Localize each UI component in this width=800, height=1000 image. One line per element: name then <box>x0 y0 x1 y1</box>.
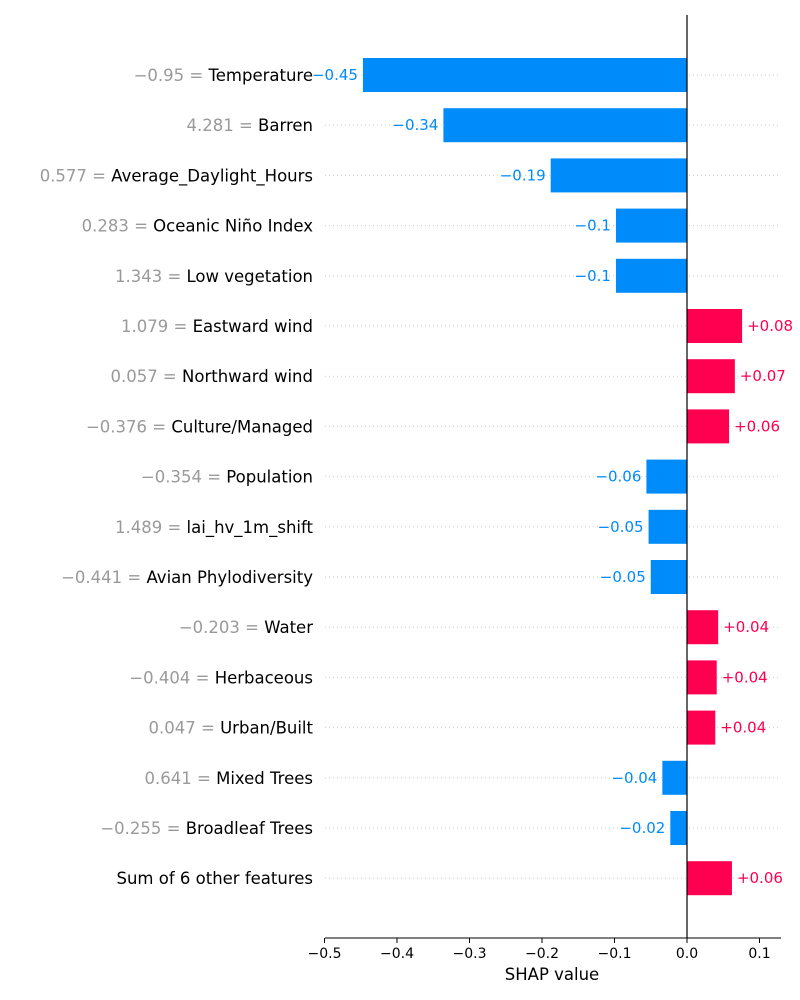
shap-bar <box>615 258 687 293</box>
bar-value-label: +0.08 <box>747 317 793 335</box>
feature-value: 0.047 = <box>149 719 221 738</box>
bar-value-label: −0.1 <box>575 217 611 235</box>
bar-value-label: −0.19 <box>500 166 546 184</box>
feature-value: 1.079 = <box>121 317 193 336</box>
bar-value-label: −0.04 <box>611 769 657 787</box>
feature-name: Culture/Managed <box>171 417 313 436</box>
bar-value-label: −0.34 <box>392 116 438 134</box>
feature-label: 4.281 = Barren <box>186 116 313 135</box>
x-tick-label: −0.3 <box>453 946 487 962</box>
feature-name: Sum of 6 other features <box>116 869 313 888</box>
shap-bar <box>670 811 687 845</box>
x-tick-label: 0.0 <box>676 946 698 962</box>
bar-value-label: −0.1 <box>575 267 611 285</box>
feature-value: 0.283 = <box>82 217 154 236</box>
feature-value: 1.343 = <box>115 267 187 286</box>
x-tick-label: −0.1 <box>598 946 632 962</box>
shap-bar <box>615 208 687 243</box>
gridlines <box>325 74 781 879</box>
feature-label: 0.577 = Average_Daylight_Hours <box>40 166 313 186</box>
bar-value-label: +0.07 <box>740 367 786 385</box>
x-ticks: −0.5 −0.4 −0.3 −0.2 −0.1 0.0 0.1 <box>308 938 771 962</box>
feature-labels: −0.95 = Temperature 4.281 = Barren 0.577 =… <box>40 66 314 888</box>
feature-name: Oceanic Niño Index <box>153 217 313 236</box>
shap-bar <box>662 760 687 795</box>
feature-label: −0.95 = Temperature <box>134 66 313 85</box>
x-tick-label: 0.1 <box>748 946 770 962</box>
feature-name: Eastward wind <box>193 317 313 336</box>
feature-value: −0.404 = <box>129 668 214 687</box>
shap-bar <box>648 509 687 544</box>
shap-bar <box>687 861 732 896</box>
shap-bar <box>550 158 687 193</box>
bar-value-label: −0.45 <box>312 66 358 84</box>
feature-name: Urban/Built <box>220 719 313 738</box>
feature-label: Sum of 6 other features <box>116 869 313 888</box>
feature-name: Temperature <box>207 66 313 85</box>
shap-bar <box>443 108 687 143</box>
x-tick-label: −0.2 <box>525 946 559 962</box>
feature-label: 0.641 = Mixed Trees <box>145 769 313 788</box>
feature-label: 1.343 = Low vegetation <box>115 267 313 286</box>
shap-bar <box>687 359 735 394</box>
feature-value: 1.489 = <box>115 518 187 537</box>
bar-value-label: −0.05 <box>598 518 644 536</box>
feature-name: Barren <box>258 116 313 135</box>
feature-name: Average_Daylight_Hours <box>111 166 313 186</box>
feature-name: Broadleaf Trees <box>186 819 313 838</box>
bar-value-label: +0.04 <box>722 668 768 686</box>
feature-value: −0.354 = <box>141 468 226 487</box>
feature-label: −0.354 = Population <box>141 468 313 487</box>
feature-label: −0.376 = Culture/Managed <box>86 417 313 436</box>
feature-name: Population <box>226 468 313 487</box>
feature-label: 1.079 = Eastward wind <box>121 317 313 336</box>
feature-value: −0.203 = <box>179 618 264 637</box>
feature-value: −0.95 = <box>134 66 209 85</box>
x-axis-title: SHAP value <box>505 965 599 984</box>
shap-bar <box>687 409 730 444</box>
feature-label: −0.255 = Broadleaf Trees <box>100 819 313 838</box>
feature-value: 4.281 = <box>186 116 258 135</box>
bar-value-label: +0.06 <box>734 417 780 435</box>
feature-value: 0.057 = <box>110 367 182 386</box>
shap-bar <box>687 660 717 695</box>
feature-label: −0.203 = Water <box>179 618 313 637</box>
feature-label: 0.057 = Northward wind <box>110 367 313 386</box>
feature-name: lai_hv_1m_shift <box>187 518 314 538</box>
bar-value-label: +0.04 <box>720 719 766 737</box>
feature-name: Mixed Trees <box>216 769 313 788</box>
x-tick-label: −0.4 <box>380 946 414 962</box>
feature-value: 0.641 = <box>145 769 217 788</box>
bar-value-label: +0.06 <box>737 869 783 887</box>
bar-value-label: −0.05 <box>600 568 646 586</box>
shap-bar <box>687 309 743 343</box>
feature-value: 0.577 = <box>40 166 112 185</box>
feature-value: −0.255 = <box>100 819 185 838</box>
feature-name: Avian Phylodiversity <box>146 568 313 587</box>
feature-label: 1.489 = lai_hv_1m_shift <box>115 518 314 538</box>
feature-label: −0.404 = Herbaceous <box>129 668 313 687</box>
shap-bar <box>362 58 687 92</box>
feature-name: Herbaceous <box>215 668 313 687</box>
shap-bar <box>650 560 687 594</box>
bar-value-label: +0.04 <box>723 618 769 636</box>
x-axis: −0.5 −0.4 −0.3 −0.2 −0.1 0.0 0.1 <box>308 937 781 962</box>
bar-value-label: −0.02 <box>619 819 665 837</box>
feature-value: −0.376 = <box>86 417 171 436</box>
feature-name: Water <box>264 618 313 637</box>
feature-label: 0.047 = Urban/Built <box>149 719 314 738</box>
feature-name: Low vegetation <box>187 267 313 286</box>
bar-value-labels: −0.45 −0.34 −0.19 −0.1 −0.1 +0.08 +0.07 +0.06 −0… <box>312 66 793 887</box>
shap-bar <box>687 710 716 745</box>
shap-bar <box>687 610 719 645</box>
bars <box>362 58 743 896</box>
feature-label: 0.283 = Oceanic Niño Index <box>82 217 314 236</box>
bar-value-label: −0.06 <box>595 468 641 486</box>
shap-bar <box>646 459 687 494</box>
feature-name: Northward wind <box>182 367 313 386</box>
feature-value: −0.441 = <box>61 568 146 587</box>
feature-label: −0.441 = Avian Phylodiversity <box>61 568 313 587</box>
x-tick-label: −0.5 <box>308 946 342 962</box>
